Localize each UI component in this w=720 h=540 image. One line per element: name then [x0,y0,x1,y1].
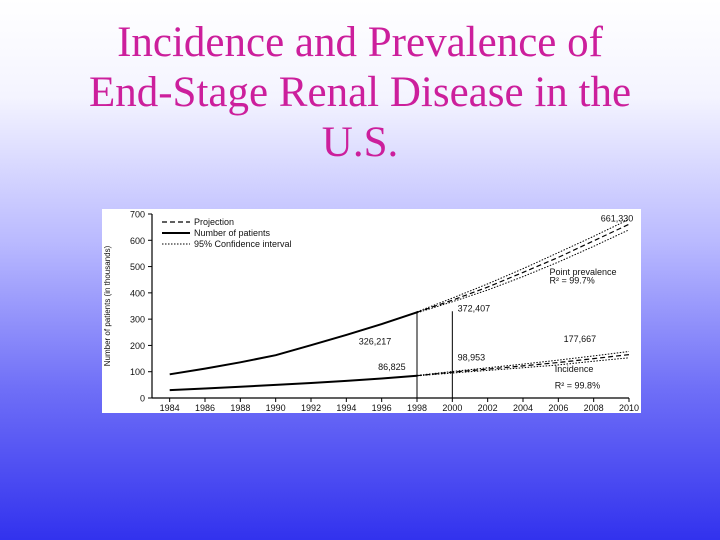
series-line-incidence-solid [169,374,418,392]
y-tick-label: 600 [130,236,145,246]
x-tick-label: 1986 [195,403,215,413]
data-annotation: R² = 99.8% [555,380,600,390]
data-annotation: 86,825 [378,362,406,372]
x-tick-label: 2006 [548,403,568,413]
title-line-2: End-Stage Renal Disease in the [88,69,632,116]
x-tick-label: 1992 [301,403,321,413]
y-axis-label: Number of patients (in thousands) [103,245,112,366]
legend-entry: Projection [194,217,234,227]
series-line-prevalence-solid [169,311,418,376]
data-annotation: 177,667 [564,334,597,344]
y-tick-label: 100 [130,367,145,377]
slide-title: Incidence and Prevalence of End-Stage Re… [0,18,720,168]
data-annotation: Incidence [555,364,594,374]
x-tick-label: 1988 [230,403,250,413]
esrd-line-chart: 0 100 200 300 400 500 600 700 1984 1986 1988 1990 19… [103,210,639,414]
x-tick-label: 2000 [442,403,462,413]
chart-container: 0 100 200 300 400 500 600 700 1984 1986 1988 1990 19… [102,209,641,413]
x-tick-label: 1994 [336,403,356,413]
series-line-incidence-upper-dotted [416,351,630,376]
y-tick-label: 300 [130,315,145,325]
x-tick-label: 1996 [372,403,392,413]
series-line-prevalence-dashed [416,223,630,313]
y-tick-label: 200 [130,341,145,351]
data-annotation: R² = 99.7% [550,276,595,286]
data-annotation: 661,330 [601,213,634,223]
data-annotation: 326,217 [359,337,392,347]
data-annotation: 372,407 [458,303,491,313]
series-line-prevalence-upper-dotted [416,218,630,313]
x-tick-label: 1990 [266,403,286,413]
data-annotation: Point prevalence [550,267,617,277]
series-line-prevalence-lower-dotted [416,229,630,314]
y-tick-label: 700 [130,210,145,220]
legend-entry: 95% Confidence interval [194,239,292,249]
title-line-3: U.S. [321,119,399,166]
title-line-1: Incidence and Prevalence of [117,19,603,66]
x-tick-label: 1998 [407,403,427,413]
data-annotation: 98,953 [458,352,486,362]
x-tick-label: 2010 [619,403,639,413]
y-tick-label: 0 [140,394,145,404]
series-line-incidence-dashed [416,354,630,377]
x-tick-label: 2002 [478,403,498,413]
legend-entry: Number of patients [194,228,271,238]
series-line-incidence-lower-dotted [416,357,630,377]
x-tick-label: 1984 [160,403,180,413]
y-tick-label: 500 [130,262,145,272]
x-tick-label: 2008 [584,403,604,413]
x-tick-label: 2004 [513,403,533,413]
y-tick-label: 400 [130,288,145,298]
